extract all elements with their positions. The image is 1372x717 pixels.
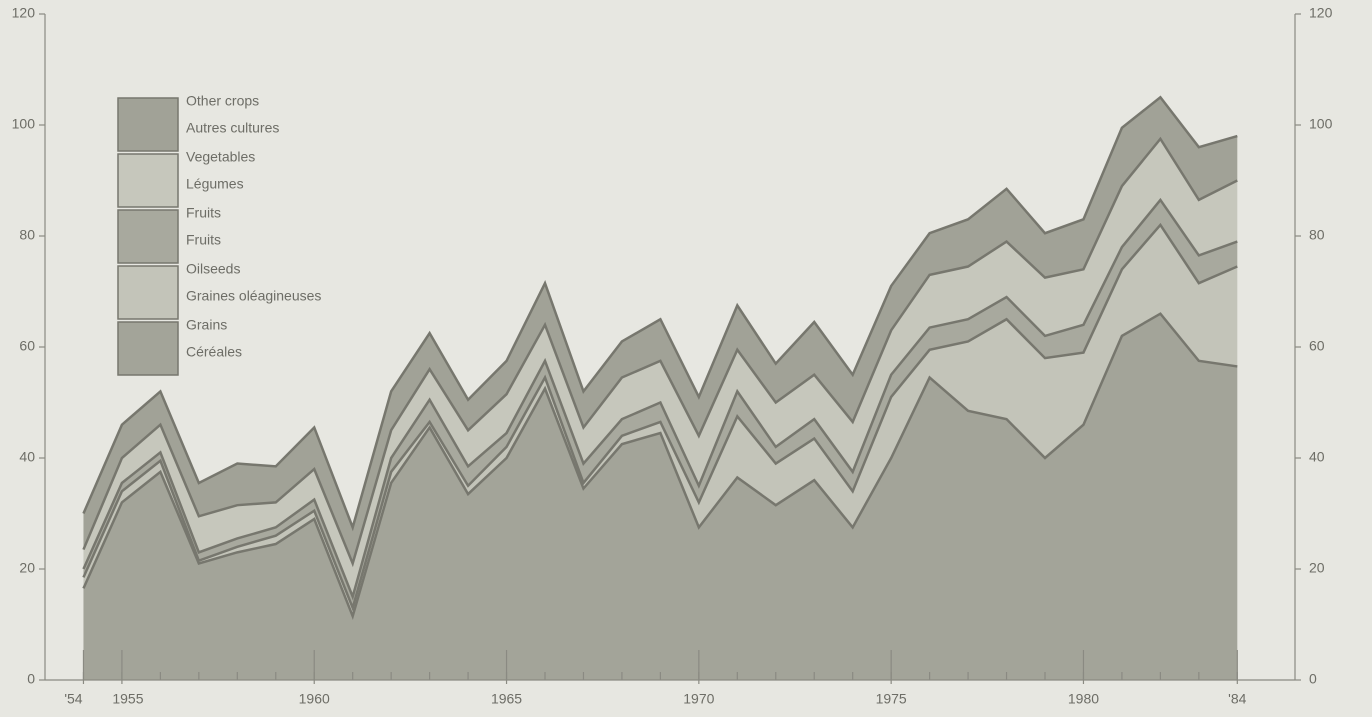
x-tick-label: 1980 bbox=[1068, 691, 1099, 707]
legend-swatch bbox=[117, 265, 179, 320]
y-tick-label: 100 bbox=[12, 116, 36, 132]
legend-label-fr: Autres cultures bbox=[186, 120, 279, 136]
legend-label-fr: Graines oléagineuses bbox=[186, 288, 321, 304]
x-tick-label: '84 bbox=[1228, 691, 1246, 707]
x-tick-label: 1960 bbox=[299, 691, 330, 707]
legend-swatch bbox=[117, 321, 179, 376]
area-edge bbox=[82, 136, 1238, 568]
y-tick-label: 80 bbox=[19, 227, 35, 243]
x-tick-label: 1975 bbox=[876, 691, 907, 707]
legend-label: Other crops bbox=[186, 93, 259, 109]
legend-swatch bbox=[117, 97, 179, 152]
x-tick-label: '54 bbox=[64, 691, 82, 707]
legend-label: Grains bbox=[186, 317, 227, 333]
legend-label-fr: Fruits bbox=[186, 232, 221, 248]
y2-tick-label: 0 bbox=[1309, 671, 1317, 687]
y-tick-label: 40 bbox=[19, 449, 35, 465]
legend-label-fr: Céréales bbox=[186, 344, 242, 360]
area-edge bbox=[82, 197, 1238, 601]
area-edge bbox=[82, 95, 1238, 532]
y2-tick-label: 100 bbox=[1309, 116, 1333, 132]
legend-label-fr: Légumes bbox=[186, 176, 244, 192]
y-tick-label: 20 bbox=[19, 560, 35, 576]
legend-label: Oilseeds bbox=[186, 261, 240, 277]
y2-tick-label: 20 bbox=[1309, 560, 1325, 576]
area-edge bbox=[82, 312, 1238, 621]
legend-label: Fruits bbox=[186, 205, 221, 221]
legend-swatch bbox=[117, 153, 179, 208]
area-edge bbox=[82, 222, 1238, 612]
y2-tick-label: 80 bbox=[1309, 227, 1325, 243]
x-tick-label: 1970 bbox=[683, 691, 714, 707]
legend-swatch bbox=[117, 209, 179, 264]
x-tick-label: 1965 bbox=[491, 691, 522, 707]
area bbox=[83, 313, 1238, 680]
y-tick-label: 60 bbox=[19, 338, 35, 354]
y2-tick-label: 60 bbox=[1309, 338, 1325, 354]
y-tick-label: 120 bbox=[12, 5, 36, 21]
legend-label: Vegetables bbox=[186, 149, 255, 165]
x-tick-label: 1955 bbox=[112, 691, 143, 707]
y-tick-label: 0 bbox=[27, 671, 35, 687]
area bbox=[83, 138, 1238, 597]
area bbox=[83, 97, 1238, 564]
y2-tick-label: 120 bbox=[1309, 5, 1333, 21]
y2-tick-label: 40 bbox=[1309, 449, 1325, 465]
